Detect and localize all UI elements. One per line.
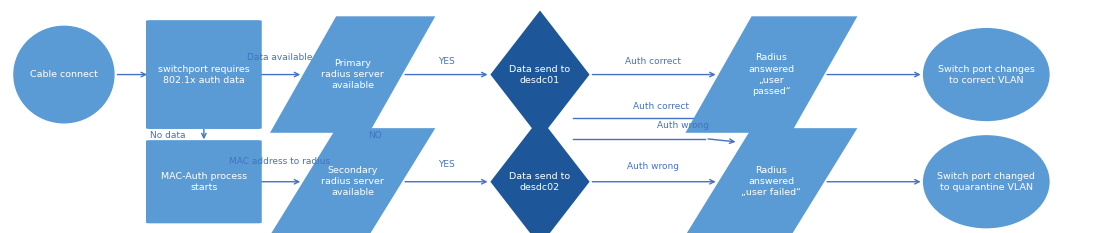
Text: Auth wrong: Auth wrong: [627, 162, 680, 171]
Text: NO: NO: [368, 131, 381, 140]
Ellipse shape: [13, 26, 115, 123]
Text: YES: YES: [437, 57, 455, 66]
Text: Data send to
desdc01: Data send to desdc01: [509, 65, 571, 85]
Text: Cable connect: Cable connect: [30, 70, 98, 79]
Polygon shape: [270, 128, 435, 233]
Text: Auth correct: Auth correct: [634, 102, 689, 110]
Text: MAC-Auth process
starts: MAC-Auth process starts: [161, 172, 247, 192]
FancyBboxPatch shape: [145, 20, 262, 129]
Text: switchport requires
802.1x auth data: switchport requires 802.1x auth data: [158, 65, 250, 85]
Text: MAC address to radius: MAC address to radius: [229, 158, 331, 166]
Polygon shape: [490, 10, 590, 139]
Ellipse shape: [922, 135, 1049, 228]
Polygon shape: [490, 118, 590, 233]
Text: No data: No data: [150, 131, 185, 140]
Text: YES: YES: [437, 160, 455, 169]
Text: Radius
answered
„user
passed“: Radius answered „user passed“: [748, 53, 795, 96]
Text: Switch port changes
to correct VLAN: Switch port changes to correct VLAN: [938, 65, 1035, 85]
Polygon shape: [685, 16, 857, 133]
Text: Radius
answered
„user failed“: Radius answered „user failed“: [742, 166, 801, 197]
Text: Auth wrong: Auth wrong: [657, 121, 710, 130]
Text: Switch port changed
to quarantine VLAN: Switch port changed to quarantine VLAN: [938, 172, 1035, 192]
Ellipse shape: [922, 28, 1049, 121]
FancyBboxPatch shape: [145, 140, 262, 223]
Text: Auth correct: Auth correct: [626, 57, 681, 66]
Text: Secondary
radius server
available: Secondary radius server available: [321, 166, 385, 197]
Polygon shape: [685, 128, 857, 233]
Text: Primary
radius server
available: Primary radius server available: [321, 59, 385, 90]
Text: Data available: Data available: [247, 53, 313, 62]
Text: Data send to
desdc02: Data send to desdc02: [509, 172, 571, 192]
Polygon shape: [270, 16, 435, 133]
